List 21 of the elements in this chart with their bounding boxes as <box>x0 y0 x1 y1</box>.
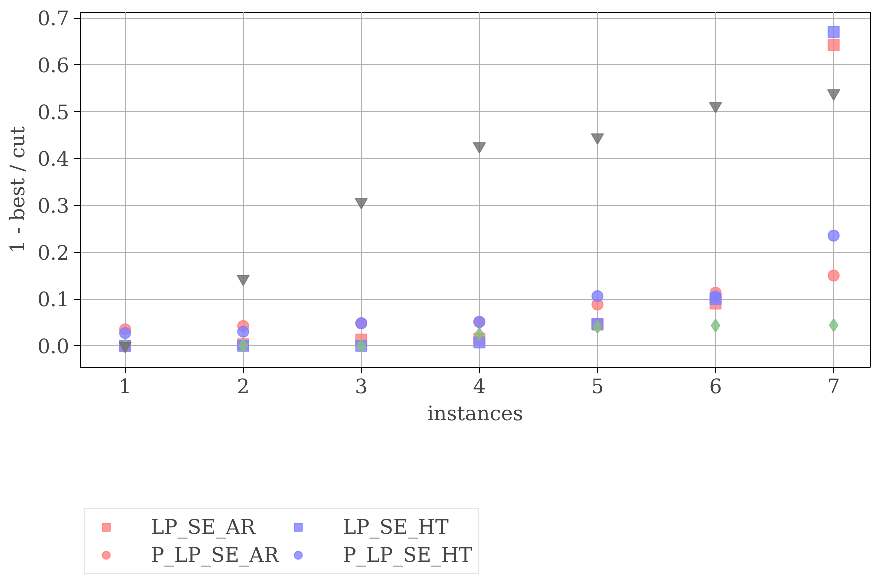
y-tick-label: 0.5 <box>38 100 70 124</box>
x-tick-label: 3 <box>355 374 368 398</box>
x-tick-label: 2 <box>237 374 250 398</box>
x-tick-label: 5 <box>591 374 604 398</box>
legend-label: LP_SE_HT <box>343 514 449 538</box>
y-tick-label: 0.2 <box>38 240 70 265</box>
y-tick-label: 0.0 <box>38 334 70 358</box>
y-tick-label: 0.3 <box>38 194 70 218</box>
y-axis-title: 1 - best / cut <box>6 126 30 254</box>
x-tick-label: 7 <box>828 374 840 398</box>
y-tick-label: 0.1 <box>38 288 70 312</box>
y-tick-label: 0.4 <box>38 147 70 172</box>
y-tick-label: 0.6 <box>38 53 70 78</box>
y-tick-label: 0.7 <box>38 6 70 31</box>
legend-label: P_LP_SE_AR <box>151 542 279 566</box>
x-tick-label: 1 <box>119 374 132 398</box>
legend-label: LP_SE_AR <box>151 514 256 538</box>
x-tick-label: 6 <box>709 374 722 398</box>
x-axis-title: instances <box>428 402 524 426</box>
legend-label: P_LP_SE_HT <box>343 542 472 566</box>
x-tick-label: 4 <box>473 374 486 398</box>
